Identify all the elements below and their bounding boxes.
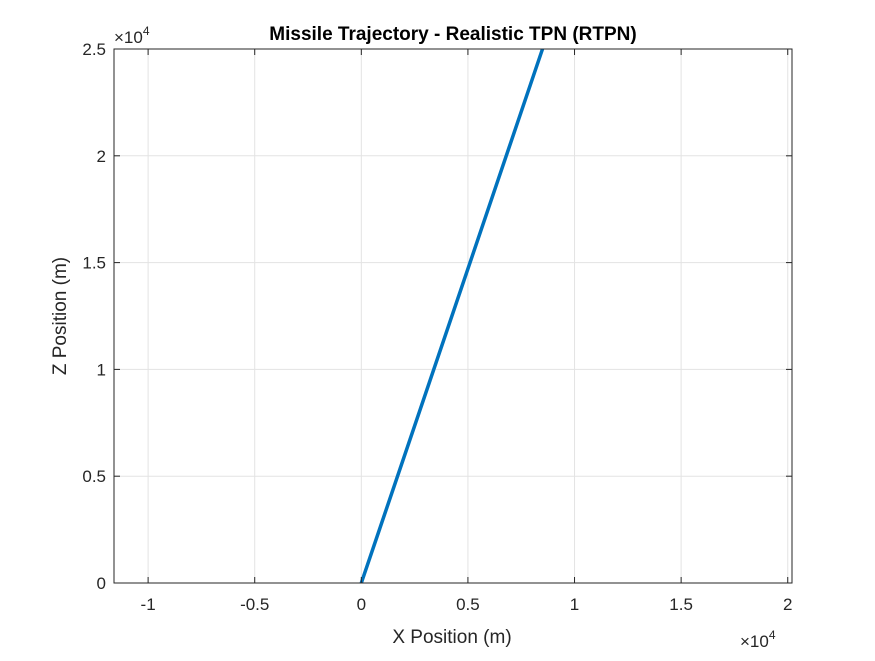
x-axis-exponent: ×104 (740, 628, 776, 651)
x-exponent-value: 4 (769, 628, 776, 642)
y-multiplier: ×10 (114, 28, 143, 47)
y-axis-label: Z Position (m) (50, 257, 71, 375)
x-multiplier: ×10 (740, 632, 769, 651)
y-tick-label: 2.5 (82, 40, 106, 59)
y-tick-label: 0 (97, 574, 106, 593)
y-axis-exponent: ×104 (114, 24, 150, 47)
plot-box (113, 48, 793, 584)
x-tick-label: -1 (141, 595, 156, 614)
trajectory-line (359, 48, 545, 584)
x-tick-label: 2 (783, 595, 792, 614)
y-exponent-value: 4 (143, 24, 150, 38)
x-tick-label: 1.5 (669, 595, 693, 614)
y-tick-label: 1.5 (82, 254, 106, 273)
x-tick-label: 1 (570, 595, 579, 614)
y-tick-labels: 0 0.5 1 1.5 2 2.5 (82, 40, 106, 593)
y-tick-label: 1 (97, 360, 106, 379)
x-tick-label: 0.5 (456, 595, 480, 614)
chart-title: Missile Trajectory - Realistic TPN (RTPN… (269, 24, 636, 45)
x-tick-label: 0 (357, 595, 366, 614)
ticks (114, 48, 792, 584)
y-tick-label: 2 (97, 147, 106, 166)
series-layer (359, 48, 545, 584)
x-tick-label: -0.5 (240, 595, 269, 614)
x-axis-label: X Position (m) (392, 627, 511, 648)
y-tick-label: 0.5 (82, 467, 106, 486)
x-tick-labels: -1 -0.5 0 0.5 1 1.5 2 (141, 595, 793, 614)
